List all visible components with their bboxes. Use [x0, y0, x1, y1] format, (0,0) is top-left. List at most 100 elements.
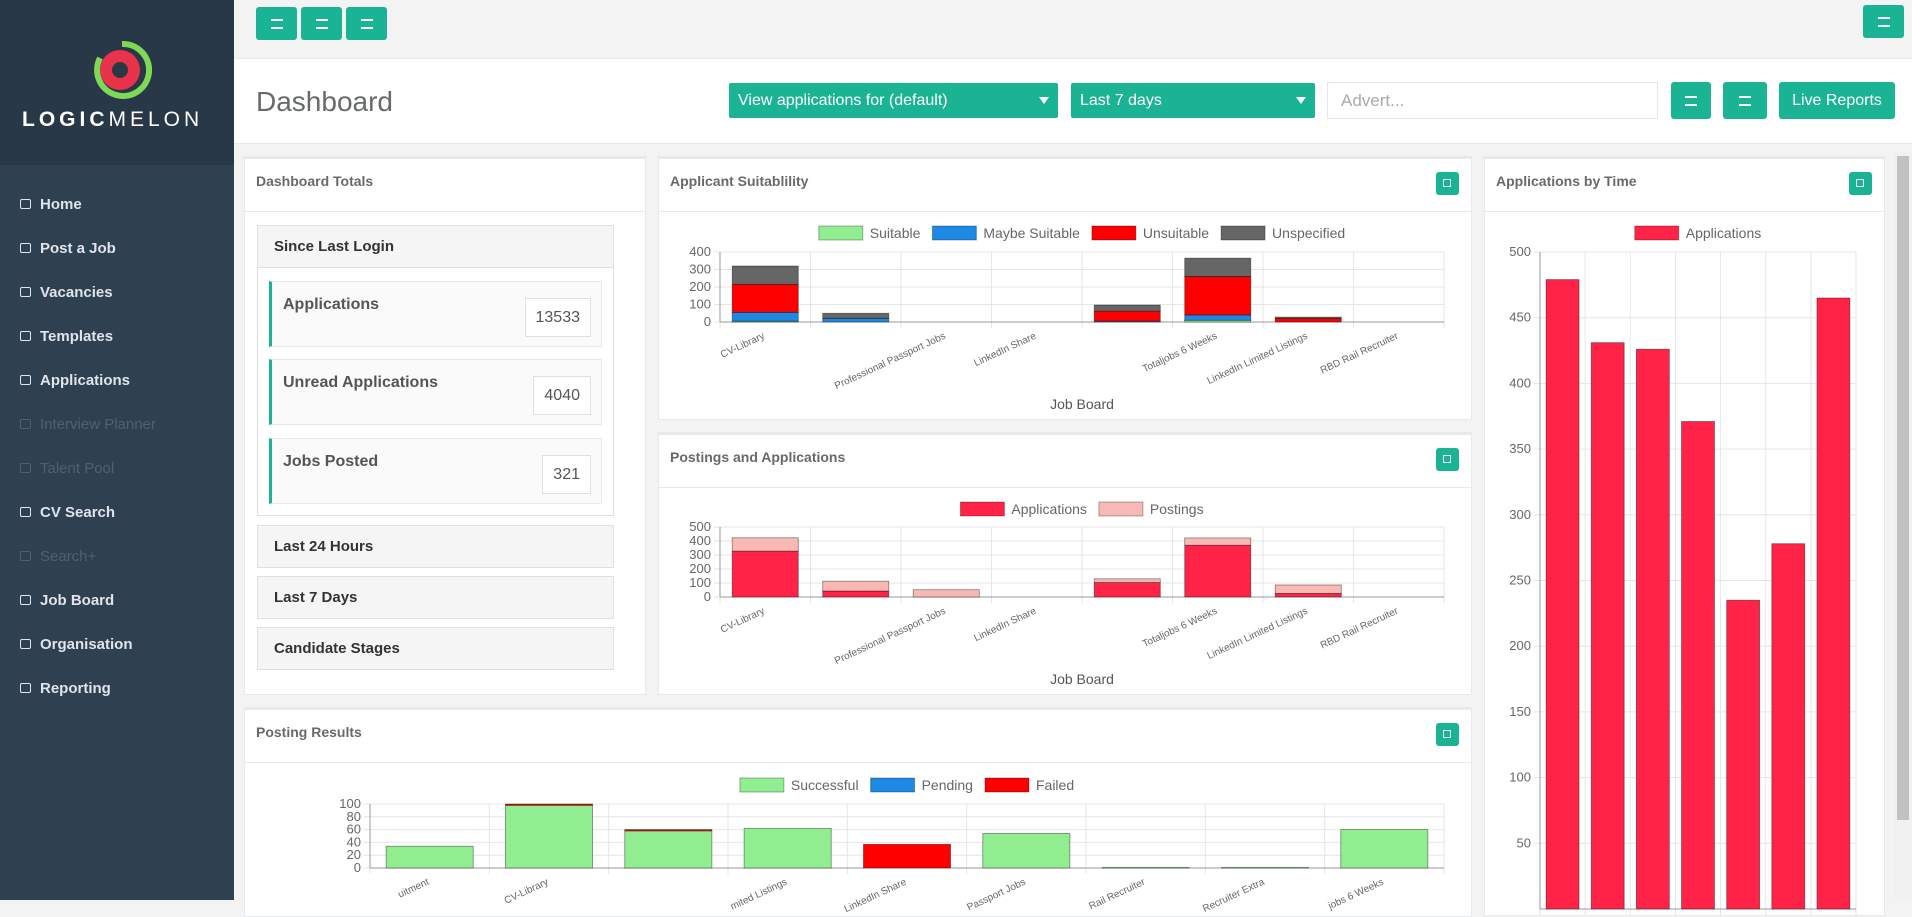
bar	[912, 589, 980, 598]
period-select[interactable]: Last 7 days	[1071, 83, 1315, 118]
section-header[interactable]: Since Last Login	[257, 225, 614, 268]
section-header[interactable]: Last 7 Days	[257, 576, 614, 619]
chart: 50 100 150 200 250 300 350 400 450 500 Application…	[1509, 225, 1857, 915]
legend-label: Suitable	[870, 225, 921, 241]
menu-icon	[20, 507, 31, 517]
y-tick-label: 200	[689, 279, 711, 294]
y-tick-label: 150	[1509, 704, 1531, 719]
bar	[1184, 537, 1252, 546]
menu-icon	[20, 243, 31, 253]
legend: Successful Pending Failed	[739, 777, 1074, 793]
legend: Applications Postings	[959, 501, 1204, 517]
legend-swatch	[870, 777, 916, 793]
help-button[interactable]	[301, 7, 342, 40]
bar	[1093, 578, 1161, 583]
x-tick-label: CV-Library	[719, 606, 766, 636]
open-report-button[interactable]	[1436, 172, 1459, 195]
open-report-button[interactable]	[1436, 723, 1459, 746]
x-tick-label: jobs 6 Weeks	[1326, 877, 1386, 913]
menu-label: Talent Pool	[40, 459, 115, 477]
logo-core	[112, 62, 128, 78]
menu-item[interactable]: Reporting	[20, 676, 111, 700]
refresh-button[interactable]	[1671, 82, 1711, 119]
legend-swatch	[1220, 225, 1266, 241]
menu-item[interactable]: Post a Job	[20, 236, 116, 260]
logout-button[interactable]	[1863, 5, 1904, 38]
y-tick-label: 300	[689, 547, 711, 562]
panel-header: Posting Results	[245, 710, 1471, 763]
x-tick-label: Rail Recruiter	[1087, 876, 1147, 912]
advert-input[interactable]: Advert...	[1327, 82, 1658, 119]
logo-word: LOGIC	[22, 108, 109, 131]
y-tick-label: 350	[1509, 441, 1531, 456]
y-tick-label: 100	[1509, 770, 1531, 785]
total-label: Jobs Posted	[283, 453, 379, 470]
legend-label: Applications	[1686, 225, 1762, 241]
y-tick-label: 200	[689, 561, 711, 576]
bar	[1340, 829, 1429, 869]
x-tick-label: Passport Jobs	[966, 877, 1028, 914]
y-tick-label: 500	[689, 519, 711, 534]
legend-label: Failed	[1036, 777, 1074, 793]
y-tick-label: 80	[347, 809, 361, 824]
bar	[731, 550, 799, 598]
chart-panel: Applications by Time 50 100 150 200 250 300 35…	[1484, 156, 1885, 916]
bar	[1184, 276, 1252, 316]
bar	[1184, 544, 1252, 598]
bar	[385, 845, 474, 869]
live-reports-button[interactable]: Live Reports	[1779, 82, 1895, 119]
menu-item[interactable]: Home	[20, 192, 82, 216]
language-button[interactable]	[346, 7, 387, 40]
menu-label: Home	[40, 195, 82, 213]
bar	[1635, 348, 1670, 910]
menu-item: Search+	[20, 544, 96, 568]
menu-item[interactable]: Organisation	[20, 632, 133, 656]
menu-item[interactable]: Job Board	[20, 588, 114, 612]
panel-title: Applicant Suitablility	[670, 173, 809, 189]
bar	[1274, 584, 1342, 594]
logo-text: LOGICMELON	[22, 108, 203, 132]
open-report-button[interactable]	[1849, 172, 1872, 195]
settings-button[interactable]	[1723, 82, 1767, 119]
x-tick-label: CV-Library	[503, 877, 550, 907]
bar	[1101, 866, 1190, 869]
section-header[interactable]: Last 24 Hours	[257, 525, 614, 568]
chart-panel: Applicant Suitablility 0 100 200 300 400 CV-L…	[658, 156, 1472, 420]
icon	[1685, 95, 1697, 106]
menu-label: Post a Job	[40, 239, 116, 257]
scrollbar-thumb[interactable]	[1897, 156, 1909, 820]
scrollbar[interactable]	[1894, 152, 1912, 900]
legend: Suitable Maybe Suitable Unsuitable Unspecif…	[818, 225, 1345, 241]
bar	[1771, 543, 1806, 910]
bar	[505, 804, 593, 869]
total-item: Jobs Posted 321	[269, 438, 602, 504]
legend-label: Maybe Suitable	[983, 225, 1080, 241]
legend-swatch	[818, 225, 864, 241]
bar	[1274, 318, 1342, 323]
totals-panel: Dashboard Totals Since Last Login Applic…	[244, 156, 646, 695]
menu-label: Vacancies	[40, 283, 113, 301]
applications-filter[interactable]: View applications for (default)	[729, 83, 1058, 118]
legend-label: Unsuitable	[1143, 225, 1209, 241]
menu-item[interactable]: Templates	[20, 324, 113, 348]
menu-icon	[20, 199, 31, 209]
open-report-button[interactable]	[1436, 448, 1459, 471]
menu-toggle-button[interactable]	[256, 7, 297, 40]
section-header[interactable]: Candidate Stages	[257, 627, 614, 670]
bar	[1093, 304, 1161, 312]
y-tick-label: 400	[689, 533, 711, 548]
chart-panel: Posting Results 0 20 40 60 80 100 uitment CV-Li…	[244, 707, 1472, 917]
bar	[822, 590, 890, 598]
legend-label: Unspecified	[1272, 225, 1345, 241]
logo: LOGICMELON	[0, 0, 234, 165]
menu-icon	[20, 683, 31, 693]
bar	[1184, 257, 1252, 277]
y-tick-label: 200	[1509, 638, 1531, 653]
menu-item[interactable]: CV Search	[20, 500, 115, 524]
bar	[624, 830, 713, 869]
menu-item[interactable]: Applications	[20, 368, 130, 392]
menu-item[interactable]: Vacancies	[20, 280, 113, 304]
y-tick-label: 60	[347, 822, 361, 837]
panel-title: Applications by Time	[1496, 173, 1637, 189]
